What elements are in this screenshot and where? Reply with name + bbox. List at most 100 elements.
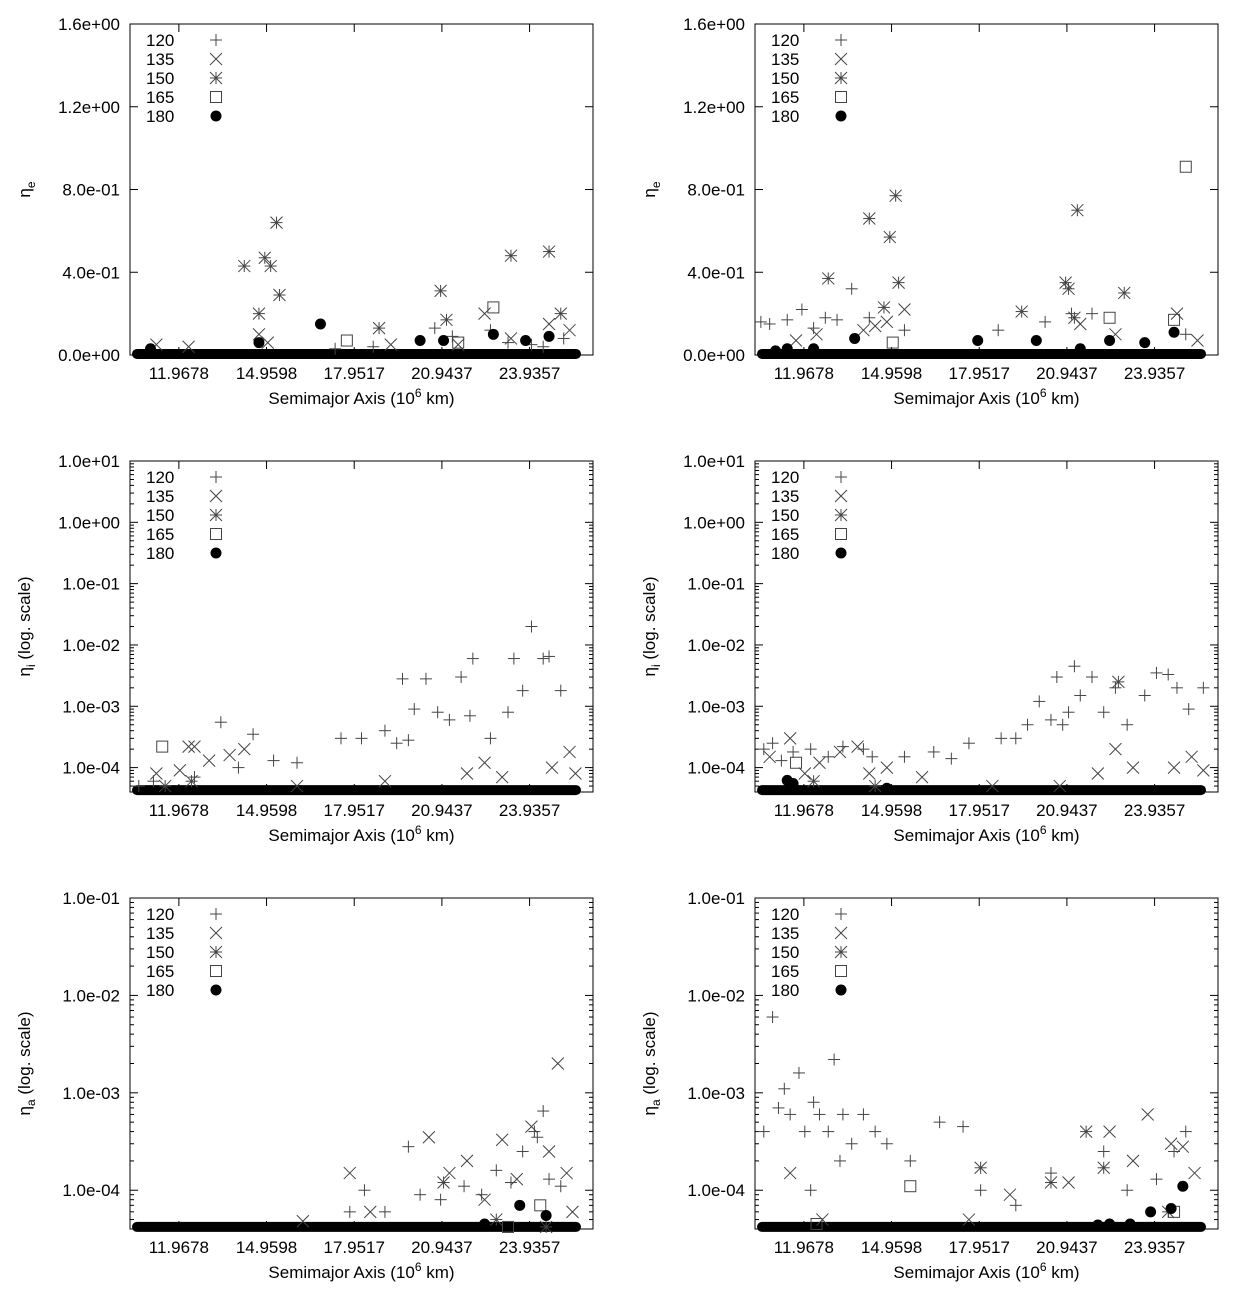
point-120 [795, 303, 808, 316]
point-120 [378, 724, 391, 737]
point-120 [1121, 718, 1134, 731]
point-120 [132, 780, 145, 793]
legend-label-180: 180 [771, 981, 799, 1000]
point-165 [790, 756, 803, 769]
legend-label-150: 150 [771, 943, 799, 962]
point-150 [889, 189, 903, 203]
point-180 [787, 778, 799, 790]
point-150 [434, 284, 447, 298]
point-120 [431, 706, 444, 719]
legend-marker-165 [210, 528, 222, 540]
legend-label-135: 135 [771, 487, 799, 506]
point-150 [862, 212, 876, 225]
point-135 [451, 338, 465, 352]
legend-marker-180 [835, 110, 847, 122]
point-120 [355, 732, 368, 745]
point-135 [545, 761, 559, 774]
point-165 [1168, 313, 1181, 326]
point-120 [291, 756, 304, 769]
point-135 [1164, 1137, 1178, 1151]
point-120 [863, 311, 876, 324]
point-180 [1124, 1218, 1136, 1230]
point-120 [757, 1125, 770, 1138]
point-120 [962, 737, 975, 750]
legend-marker-150 [834, 945, 848, 959]
y-tick-label: 1.0e-04 [687, 1181, 745, 1200]
point-120 [525, 620, 538, 633]
point-120 [214, 716, 227, 729]
point-180 [1030, 335, 1042, 347]
point-120 [1109, 681, 1122, 694]
point-120 [1009, 1199, 1022, 1212]
legend-marker-150 [209, 508, 223, 522]
legend-marker-120 [210, 471, 222, 483]
point-120 [819, 311, 832, 324]
point-135 [783, 1166, 797, 1180]
legend-label-120: 120 [146, 31, 174, 50]
point-150 [273, 288, 286, 302]
point-150 [554, 307, 568, 320]
point-120 [1085, 307, 1098, 320]
data-points [757, 660, 1210, 794]
baseline-cluster [132, 348, 581, 359]
point-180 [849, 332, 861, 344]
chart-panel-top-right: 0.0e+00 4.0e-01 8.0e-01 1.2e+00 1.6e+00 11.96… [625, 0, 1250, 437]
point-120 [543, 650, 556, 663]
point-120 [822, 1125, 835, 1138]
point-135 [1109, 742, 1122, 756]
point-165 [487, 301, 500, 314]
point-150 [883, 230, 897, 244]
legend-label-135: 135 [146, 50, 174, 69]
y-tick-label: 1.0e-04 [687, 759, 745, 778]
point-120 [880, 1137, 893, 1150]
x-tick-label: 17.9517 [323, 1238, 384, 1257]
legend-label-120: 120 [771, 31, 799, 50]
point-180 [514, 1199, 526, 1211]
point-180 [1145, 1206, 1157, 1218]
legend-marker-120 [835, 471, 847, 483]
point-135 [510, 1172, 524, 1186]
point-120 [778, 1082, 791, 1095]
point-120 [869, 1125, 882, 1138]
point-135 [798, 767, 812, 780]
point-120 [1074, 689, 1087, 702]
legend-label-180: 180 [146, 981, 174, 1000]
x-axis-label: Semimajor Axis (106 km) [893, 386, 1079, 408]
point-150 [539, 1220, 553, 1234]
point-180 [520, 335, 532, 347]
x-axis-label: Semimajor Axis (106 km) [268, 386, 454, 408]
point-120 [754, 315, 767, 328]
point-120 [766, 737, 779, 750]
legend-label-165: 165 [771, 962, 799, 981]
point-135 [1126, 761, 1140, 774]
point-150 [372, 321, 386, 335]
point-120 [857, 1108, 870, 1121]
x-tick-label: 14.9598 [236, 364, 297, 383]
point-120 [1150, 1173, 1163, 1186]
chart-top-right: 0.0e+00 4.0e-01 8.0e-01 1.2e+00 1.6e+00 11.96… [640, 15, 1219, 408]
point-120 [334, 732, 347, 745]
legend-marker-120 [210, 34, 222, 46]
legend-marker-180 [835, 547, 847, 559]
point-135 [223, 748, 236, 762]
legend-label-135: 135 [771, 924, 799, 943]
legend-marker-165 [835, 528, 847, 540]
legend-label-135: 135 [146, 924, 174, 943]
point-120 [396, 672, 409, 685]
y-tick-label: 1.0e-03 [687, 1084, 745, 1103]
data-points [757, 1011, 1201, 1231]
point-120 [775, 754, 788, 767]
point-135 [173, 764, 187, 777]
point-135 [504, 332, 518, 345]
point-120 [798, 1125, 811, 1138]
legend-label-150: 150 [771, 506, 799, 525]
data-points [145, 216, 576, 355]
point-120 [434, 1193, 447, 1206]
point-150 [1070, 203, 1084, 217]
y-tick-label: 1.2e+00 [58, 98, 120, 117]
y-tick-label: 0.0e+00 [58, 346, 120, 365]
legend-label-180: 180 [146, 107, 174, 126]
point-120 [419, 672, 432, 685]
